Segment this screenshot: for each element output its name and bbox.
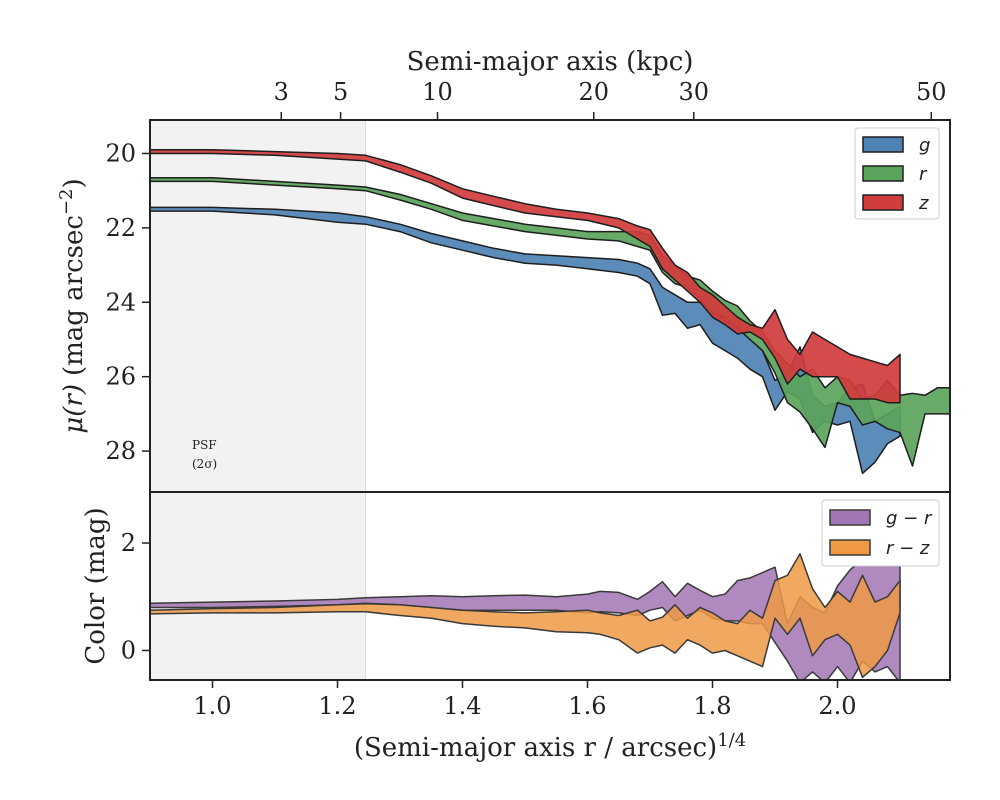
main-y-tick-label: 22 bbox=[105, 214, 136, 242]
x-axis-label: (Semi-major axis r / arcsec)1/4 bbox=[354, 730, 746, 763]
color-y-axis-label: Color (mag) bbox=[81, 507, 111, 664]
legend-label: r bbox=[919, 164, 928, 185]
x-tick-label: 2.0 bbox=[818, 692, 856, 720]
top-axis-label: Semi-major axis (kpc) bbox=[407, 47, 694, 77]
legend-swatch-z bbox=[862, 194, 904, 211]
main-series-group bbox=[150, 149, 950, 475]
x-tick-label: 1.0 bbox=[193, 692, 231, 720]
legend-label: g − r bbox=[886, 508, 933, 529]
psf-label-line2: (2σ) bbox=[192, 457, 217, 471]
main-y-tick-label: 24 bbox=[105, 288, 136, 316]
x-axis-label-text: (Semi-major axis r / arcsec) bbox=[354, 733, 717, 763]
x-tick-label: 1.4 bbox=[443, 692, 481, 720]
top-tick-label: 10 bbox=[422, 78, 453, 106]
legend-swatch-r bbox=[862, 165, 904, 182]
color-series-group bbox=[150, 515, 901, 680]
main-y-tick-label: 20 bbox=[105, 139, 136, 167]
main-y-axis-label: μ(r) (mag arcsec−2) bbox=[56, 178, 89, 433]
top-tick-label: 50 bbox=[916, 78, 947, 106]
psf-region-color bbox=[150, 492, 366, 680]
legend-swatch-g bbox=[862, 136, 904, 153]
legend-main: grz bbox=[854, 127, 940, 220]
main-y-tick-label: 26 bbox=[105, 363, 136, 391]
color-y-ticks: 02 bbox=[121, 529, 150, 664]
x-tick-label: 1.8 bbox=[693, 692, 731, 720]
x-tick-label: 1.2 bbox=[318, 692, 356, 720]
main-y-axis-label-units: (mag arcsec bbox=[59, 215, 89, 376]
top-tick-label: 30 bbox=[678, 78, 709, 106]
color-y-tick-label: 0 bbox=[121, 636, 136, 664]
main-y-ticks: 20 22 24 26 28 bbox=[105, 139, 150, 465]
legend-swatch-gr bbox=[829, 509, 871, 526]
legend-color: g − r r − z bbox=[821, 499, 940, 567]
color-axes-frame bbox=[149, 491, 951, 681]
top-tick-label: 5 bbox=[333, 78, 348, 106]
top-tick-label: 3 bbox=[274, 78, 289, 106]
legend-label: g bbox=[919, 135, 930, 156]
color-y-tick-label: 2 bbox=[121, 529, 136, 557]
x-axis-label-superscript: 1/4 bbox=[717, 730, 746, 751]
psf-label-line1: PSF bbox=[192, 438, 217, 452]
main-y-tick-label: 28 bbox=[105, 437, 136, 465]
series-band-rz bbox=[150, 553, 901, 679]
main-y-axis-label-superscript: −2 bbox=[56, 188, 77, 215]
top-tick-label: 20 bbox=[578, 78, 609, 106]
main-y-axis-label-close: ) bbox=[59, 178, 89, 188]
main-y-axis-label-symbol: μ(r) bbox=[59, 384, 89, 434]
legend-label: r − z bbox=[886, 538, 930, 559]
x-ticks: 1.0 1.2 1.4 1.6 1.8 2.0 bbox=[193, 680, 857, 720]
psf-region-main bbox=[150, 120, 366, 492]
top-ticks: 3 5 10 20 30 50 bbox=[274, 78, 947, 120]
x-tick-label: 1.6 bbox=[568, 692, 606, 720]
legend-label: z bbox=[918, 193, 929, 214]
legend-swatch-rz bbox=[829, 539, 871, 556]
series-band-z bbox=[150, 149, 901, 404]
